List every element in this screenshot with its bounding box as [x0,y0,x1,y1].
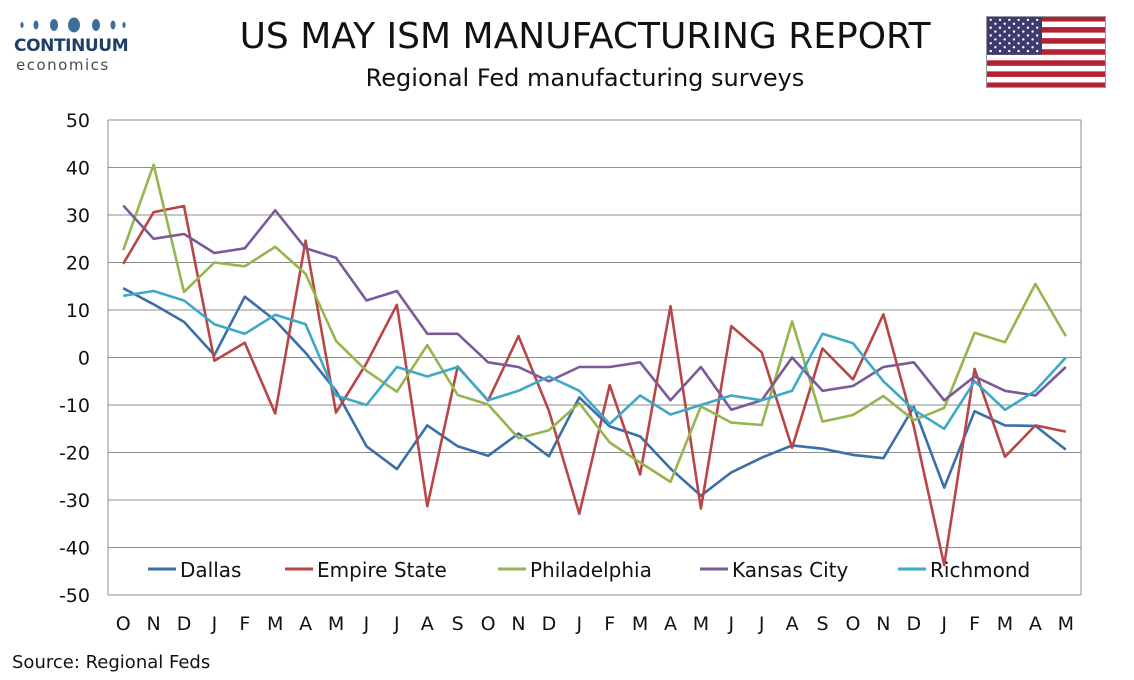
x-tick-label: M [997,613,1013,635]
y-tick-label: 50 [66,110,90,132]
legend-item-richmond: Richmond [898,558,1030,582]
legend-label: Dallas [180,558,241,582]
x-tick-label: S [817,613,829,635]
x-tick-label: N [876,613,890,635]
x-tick-label: J [363,613,370,635]
x-tick-label: S [452,613,464,635]
x-tick-label: M [1058,613,1074,635]
y-tick-label: 0 [78,348,90,370]
x-tick-label: M [328,613,344,635]
legend-label: Kansas City [732,558,849,582]
series-line-philadelphia [121,163,1067,484]
legend-label: Richmond [930,558,1030,582]
y-tick-label: -20 [59,443,90,465]
legend-item-empire-state: Empire State [285,558,447,582]
y-tick-label: 10 [66,300,90,322]
x-tick-label: A [1029,613,1042,635]
y-tick-label: 30 [66,205,90,227]
x-tick-label: D [177,613,192,635]
source-note: Source: Regional Feds [12,652,211,673]
x-tick-label: A [664,613,677,635]
x-tick-label: M [267,613,283,635]
x-tick-label: F [969,613,980,635]
x-tick-label: J [940,613,947,635]
x-tick-label: O [481,613,496,635]
continuum-economics-logo: CONTINUUM economics [10,14,135,74]
series-line-empire-state [122,204,1067,567]
x-tick-label: J [758,613,765,635]
x-tick-label: A [421,613,434,635]
legend-item-dallas: Dallas [148,558,241,582]
x-tick-label: A [786,613,799,635]
y-tick-label: -50 [59,585,90,607]
x-tick-label: J [728,613,735,635]
page-title: US MAY ISM MANUFACTURING REPORT [239,16,931,57]
x-tick-label: O [845,613,860,635]
chart-series [121,163,1067,567]
legend-label: Empire State [317,558,447,582]
x-tick-label: A [299,613,312,635]
legend-item-kansas-city: Kansas City [700,558,849,582]
legend-item-philadelphia: Philadelphia [498,558,652,582]
x-tick-label: F [604,613,615,635]
y-tick-label: -30 [59,490,90,512]
x-tick-label: N [511,613,525,635]
logo-subtitle: economics [16,56,110,74]
y-axis-tick-labels: -50 -40 -30 -20 -10 0 10 20 30 40 50 [59,110,90,607]
y-tick-label: -40 [59,538,90,560]
series-line-richmond [122,289,1067,431]
x-tick-label: F [239,613,250,635]
chart-subtitle: Regional Fed manufacturing surveys [365,64,805,92]
x-tick-label: N [147,613,161,635]
logo-dots-icon [20,17,126,33]
chart-gridlines [107,119,1082,596]
x-tick-label: D [542,613,557,635]
y-tick-label: 20 [66,253,90,275]
y-tick-label: -10 [59,395,90,417]
chart-legend: Dallas Empire State Philadelphia Kansas Cit… [148,558,1030,582]
x-tick-label: M [632,613,648,635]
logo-name: CONTINUUM [14,36,129,56]
us-flag-icon [986,16,1106,88]
x-tick-label: J [211,613,218,635]
x-tick-label: O [116,613,131,635]
x-tick-label: J [393,613,400,635]
series-line-kansas-city [122,204,1067,412]
x-tick-label: D [906,613,921,635]
legend-label: Philadelphia [530,558,652,582]
x-tick-label: M [693,613,709,635]
x-tick-label: J [575,613,582,635]
y-tick-label: 40 [66,158,90,180]
